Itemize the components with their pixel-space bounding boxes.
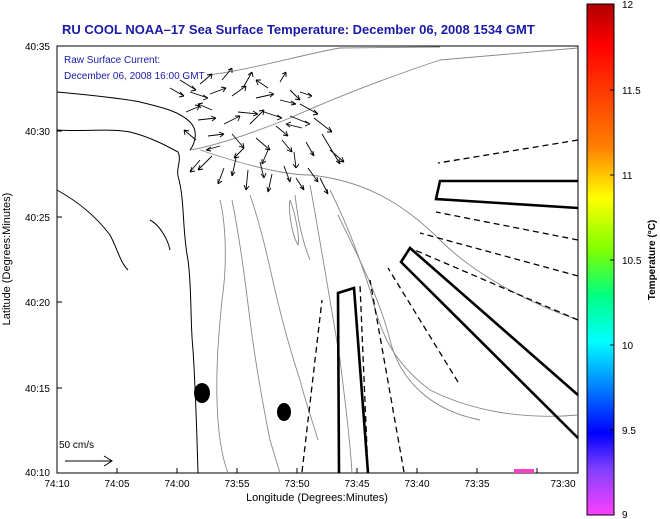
x-tick-label: 73:45 xyxy=(344,479,369,490)
colorbar-tick-label: 9 xyxy=(622,510,628,519)
y-axis-label: Latitude (Degrees:Minutes) xyxy=(1,193,13,326)
sst-pixel-patch xyxy=(514,469,534,473)
x-tick-label: 73:55 xyxy=(224,479,249,490)
x-tick-labels: 74:10 74:05 74:00 73:55 73:50 73:45 73:4… xyxy=(44,479,575,490)
scale-label: 50 cm/s xyxy=(59,440,94,451)
colorbar-tick-label: 11.5 xyxy=(622,86,641,97)
y-tick-label: 40:15 xyxy=(25,384,50,395)
current-vectors xyxy=(169,67,345,195)
bathymetry-contours xyxy=(189,46,579,474)
station-marker xyxy=(277,403,291,421)
radar-beams xyxy=(301,139,579,473)
colorbar-tick-label: 11 xyxy=(622,171,633,182)
radar-site-outlines xyxy=(336,179,579,474)
y-tick-label: 40:35 xyxy=(25,42,50,53)
y-tick-label: 40:25 xyxy=(25,213,50,224)
colorbar-tick-labels: 12 11.5 11 10.5 10 9.5 9 xyxy=(622,0,642,519)
x-tick-label: 74:00 xyxy=(164,479,189,490)
y-tick-label: 40:10 xyxy=(25,468,50,479)
tick-marks xyxy=(56,45,538,474)
colorbar-label: Temperature (°C) xyxy=(647,220,658,301)
y-tick-labels: 40:35 40:30 40:25 40:20 40:15 40:10 xyxy=(25,42,50,479)
colorbar-tick-label: 10 xyxy=(622,341,634,352)
colorbar-tick-label: 9.5 xyxy=(622,426,636,437)
y-tick-label: 40:30 xyxy=(25,127,50,138)
station-marker xyxy=(194,383,210,403)
legend-line-2: December 06, 2008 16:00 GMT xyxy=(64,71,205,82)
plot-area xyxy=(56,45,579,474)
legend-line-1: Raw Surface Current: xyxy=(64,55,160,66)
x-tick-label: 74:05 xyxy=(104,479,129,490)
x-tick-label: 74:10 xyxy=(44,479,69,490)
temperature-colorbar xyxy=(586,3,615,516)
figure-title: RU COOL NOAA–17 Sea Surface Temperature:… xyxy=(62,22,535,37)
x-tick-label: 73:35 xyxy=(464,479,489,490)
colorbar-ticks xyxy=(610,89,614,431)
x-tick-label: 73:40 xyxy=(404,479,429,490)
x-tick-label: 73:30 xyxy=(550,479,575,490)
colorbar-tick-label: 10.5 xyxy=(622,256,642,267)
scale-arrow xyxy=(65,455,113,467)
colorbar-tick-label: 12 xyxy=(622,0,634,11)
y-tick-label: 40:20 xyxy=(25,298,50,309)
coastline xyxy=(56,91,199,474)
x-axis-label: Longitude (Degrees:Minutes) xyxy=(246,492,388,504)
x-tick-label: 73:50 xyxy=(284,479,309,490)
